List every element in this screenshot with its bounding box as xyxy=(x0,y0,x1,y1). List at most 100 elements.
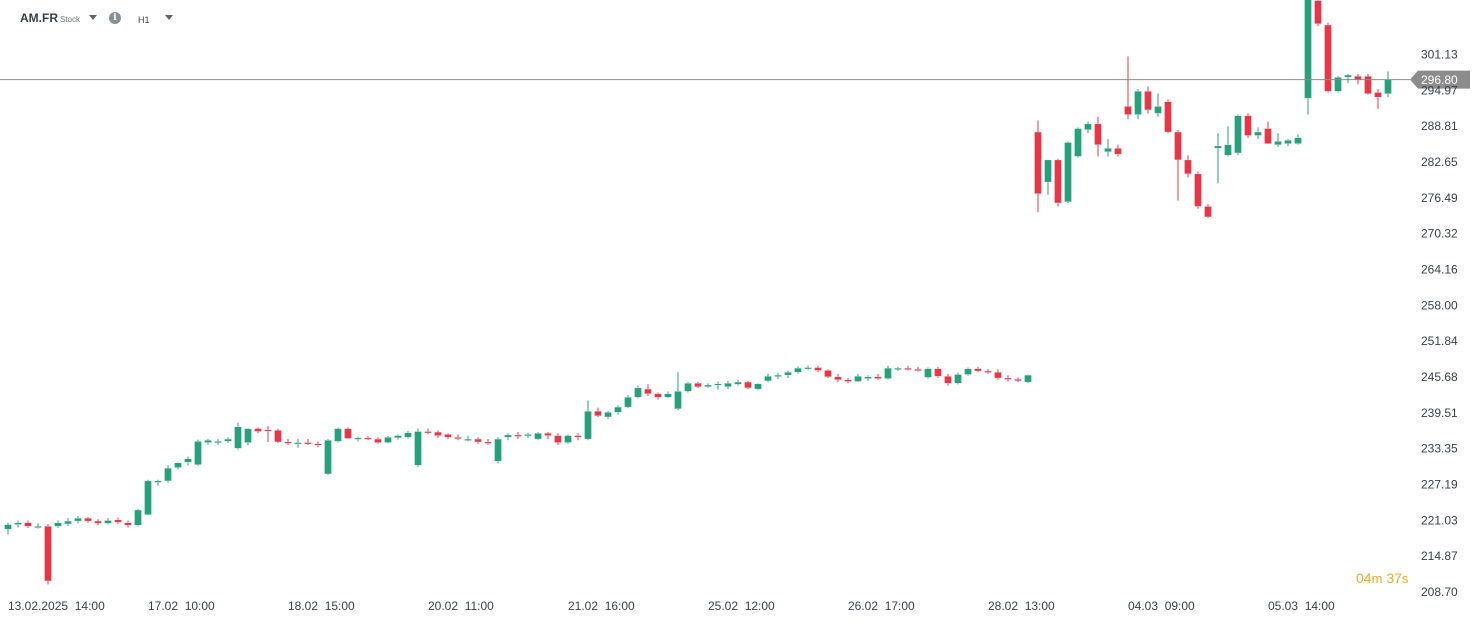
candle-body xyxy=(524,434,532,437)
y-tick-label: 270.32 xyxy=(1421,227,1458,241)
x-tick-label: 18.02 15:00 xyxy=(288,599,355,613)
candle xyxy=(984,369,992,374)
candle xyxy=(434,430,442,438)
candle xyxy=(174,462,182,470)
candle xyxy=(924,367,932,379)
symbol-dropdown-chevron-down-icon[interactable] xyxy=(89,15,97,20)
candle xyxy=(114,517,122,524)
candle-body xyxy=(964,368,972,375)
candle-body xyxy=(484,441,492,444)
candle xyxy=(694,382,702,388)
candle xyxy=(64,518,72,527)
candle xyxy=(954,372,962,385)
candle-body xyxy=(1164,101,1172,133)
instrument-type-badge: Stock xyxy=(60,15,81,24)
candle-body xyxy=(474,438,482,443)
candle xyxy=(1084,121,1092,134)
candle xyxy=(1094,116,1102,157)
candle-body xyxy=(94,520,102,524)
candle-body xyxy=(1384,79,1392,94)
candle xyxy=(24,520,32,529)
current-price-label-bg xyxy=(1410,70,1470,89)
candle xyxy=(634,385,642,399)
candle xyxy=(794,366,802,374)
candle xyxy=(764,373,772,383)
candle xyxy=(664,391,672,399)
candle xyxy=(964,367,972,376)
candle xyxy=(94,519,102,526)
candle-body xyxy=(374,438,382,443)
candle-body xyxy=(104,520,112,524)
candle xyxy=(524,432,532,438)
candle-body xyxy=(204,440,212,443)
candle xyxy=(1134,88,1142,120)
current-price-value: 296.80 xyxy=(1421,73,1458,87)
timer-minutes-unit: m xyxy=(1371,571,1383,586)
candle xyxy=(1144,86,1152,114)
candle xyxy=(474,437,482,444)
candle-body xyxy=(384,437,392,443)
y-tick-label: 221.03 xyxy=(1421,513,1458,527)
candle xyxy=(1284,138,1292,146)
timeframe-dropdown-chevron-down-icon[interactable] xyxy=(165,15,173,20)
y-tick-label: 264.16 xyxy=(1421,262,1458,276)
candle xyxy=(264,426,272,442)
candle xyxy=(1024,374,1032,384)
candle-body xyxy=(674,391,682,409)
info-icon[interactable]: i xyxy=(109,12,121,24)
candle xyxy=(224,437,232,444)
candle xyxy=(254,427,262,434)
symbol-name[interactable]: AM.FR xyxy=(20,11,58,25)
candle-body xyxy=(1084,123,1092,130)
candle xyxy=(424,428,432,435)
timeframe-selector[interactable]: H1 xyxy=(138,15,150,25)
candle xyxy=(1214,133,1222,184)
y-tick-label: 208.70 xyxy=(1421,585,1458,599)
candle-body xyxy=(834,376,842,380)
candle xyxy=(734,379,742,386)
candle-body xyxy=(1154,106,1162,114)
candle xyxy=(934,366,942,379)
candle xyxy=(444,433,452,440)
candle-body xyxy=(444,434,452,438)
candle-body xyxy=(494,438,502,462)
candle-body xyxy=(594,410,602,416)
x-tick-label: 13.02.2025 14:00 xyxy=(8,599,105,613)
candle-body xyxy=(1064,142,1072,202)
candle-body xyxy=(1194,173,1202,207)
candle-body xyxy=(944,376,952,384)
current-price-line-layer: 296.80 xyxy=(0,70,1470,89)
candle xyxy=(834,373,842,383)
candle-body xyxy=(214,441,222,444)
candle-body xyxy=(724,383,732,387)
candle-countdown-timer: 04m 37s xyxy=(1356,570,1408,586)
candle xyxy=(1314,0,1322,27)
candle xyxy=(1324,22,1332,93)
y-tick-label: 294.97 xyxy=(1421,83,1458,97)
candle-body xyxy=(134,509,142,526)
candle-body xyxy=(84,517,92,522)
candle-body xyxy=(1104,148,1112,152)
candle-body xyxy=(304,442,312,445)
candle xyxy=(1174,129,1182,201)
candle xyxy=(1004,375,1012,382)
x-tick-label: 28.02 13:00 xyxy=(988,599,1055,613)
candle-body xyxy=(1364,76,1372,94)
candle-body xyxy=(754,383,762,390)
candle-body xyxy=(324,440,332,475)
candle xyxy=(184,456,192,466)
candle-body xyxy=(1314,0,1322,25)
y-tick-label: 239.51 xyxy=(1421,406,1458,420)
candle xyxy=(1074,127,1082,158)
candle-body xyxy=(844,379,852,382)
candle-body xyxy=(154,480,162,483)
candle-body xyxy=(434,431,442,436)
candle-body xyxy=(744,381,752,389)
x-tick-label: 21.02 16:00 xyxy=(568,599,635,613)
candle xyxy=(714,381,722,390)
candle-body xyxy=(864,376,872,379)
candle-body xyxy=(824,370,832,377)
candle xyxy=(774,372,782,380)
candle xyxy=(1254,127,1262,139)
